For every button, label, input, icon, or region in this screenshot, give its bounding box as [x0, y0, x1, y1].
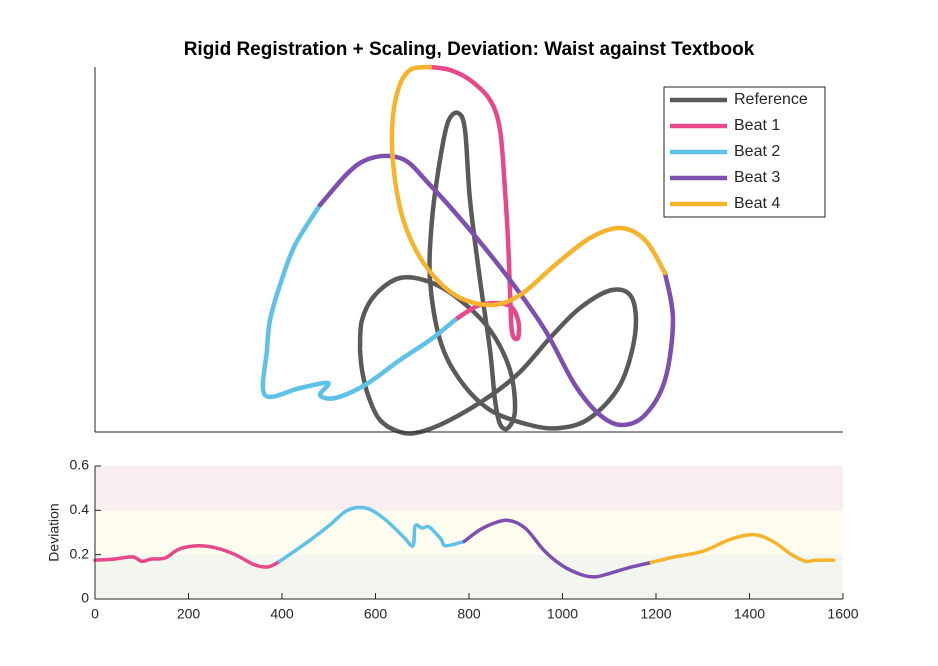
series-line [389, 64, 668, 308]
x-tick-label: 1200 [640, 606, 671, 622]
series-line [427, 64, 522, 342]
legend-label: Reference [734, 91, 808, 108]
background-band [95, 466, 843, 511]
chart-title: Rigid Registration + Scaling, Deviation:… [184, 39, 755, 60]
y-tick-label: 0.2 [70, 545, 90, 561]
x-tick-label: 1400 [734, 606, 765, 622]
series-line [462, 518, 654, 579]
y-tick-label: 0.6 [70, 457, 90, 473]
series-line [649, 532, 836, 565]
legend-label: Beat 3 [734, 169, 780, 186]
x-tick-label: 600 [364, 606, 388, 622]
background-band [95, 554, 843, 599]
series-line [93, 544, 282, 569]
series-line [260, 202, 458, 401]
series-line [277, 505, 467, 564]
x-tick-label: 200 [177, 606, 201, 622]
x-tick-label: 1600 [827, 606, 858, 622]
series-line [357, 110, 639, 436]
y-axis-label: Deviation [46, 503, 62, 561]
legend-label: Beat 1 [734, 117, 780, 134]
x-tick-label: 800 [457, 606, 481, 622]
y-tick-label: 0 [81, 590, 89, 606]
legend-label: Beat 2 [734, 143, 780, 160]
legend-label: Beat 4 [734, 195, 780, 212]
x-tick-label: 400 [270, 606, 294, 622]
x-tick-label: 1000 [547, 606, 578, 622]
series-line [317, 153, 676, 428]
x-tick-label: 0 [91, 606, 99, 622]
y-tick-label: 0.4 [70, 501, 90, 517]
